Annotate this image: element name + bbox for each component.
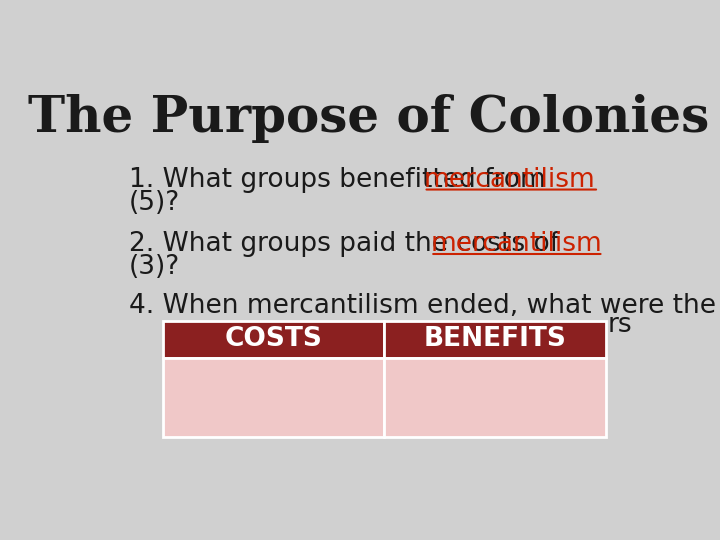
FancyBboxPatch shape <box>384 321 606 358</box>
Text: BENEFITS: BENEFITS <box>424 326 567 352</box>
Text: COSTS: COSTS <box>225 326 323 352</box>
Text: rs: rs <box>608 312 632 338</box>
Text: mercantilism: mercantilism <box>431 231 602 257</box>
FancyBboxPatch shape <box>384 358 606 437</box>
Text: 4. When mercantilism ended, what were the: 4. When mercantilism ended, what were th… <box>129 294 716 320</box>
Text: mercantilism: mercantilism <box>423 167 595 193</box>
Text: (5)?: (5)? <box>129 190 180 215</box>
FancyBboxPatch shape <box>163 321 384 358</box>
Text: 2. What groups paid the costs of: 2. What groups paid the costs of <box>129 231 567 257</box>
FancyBboxPatch shape <box>163 358 384 437</box>
Text: The Purpose of Colonies: The Purpose of Colonies <box>28 94 710 143</box>
Text: (3)?: (3)? <box>129 254 180 280</box>
Text: 1. What groups benefitted from: 1. What groups benefitted from <box>129 167 554 193</box>
